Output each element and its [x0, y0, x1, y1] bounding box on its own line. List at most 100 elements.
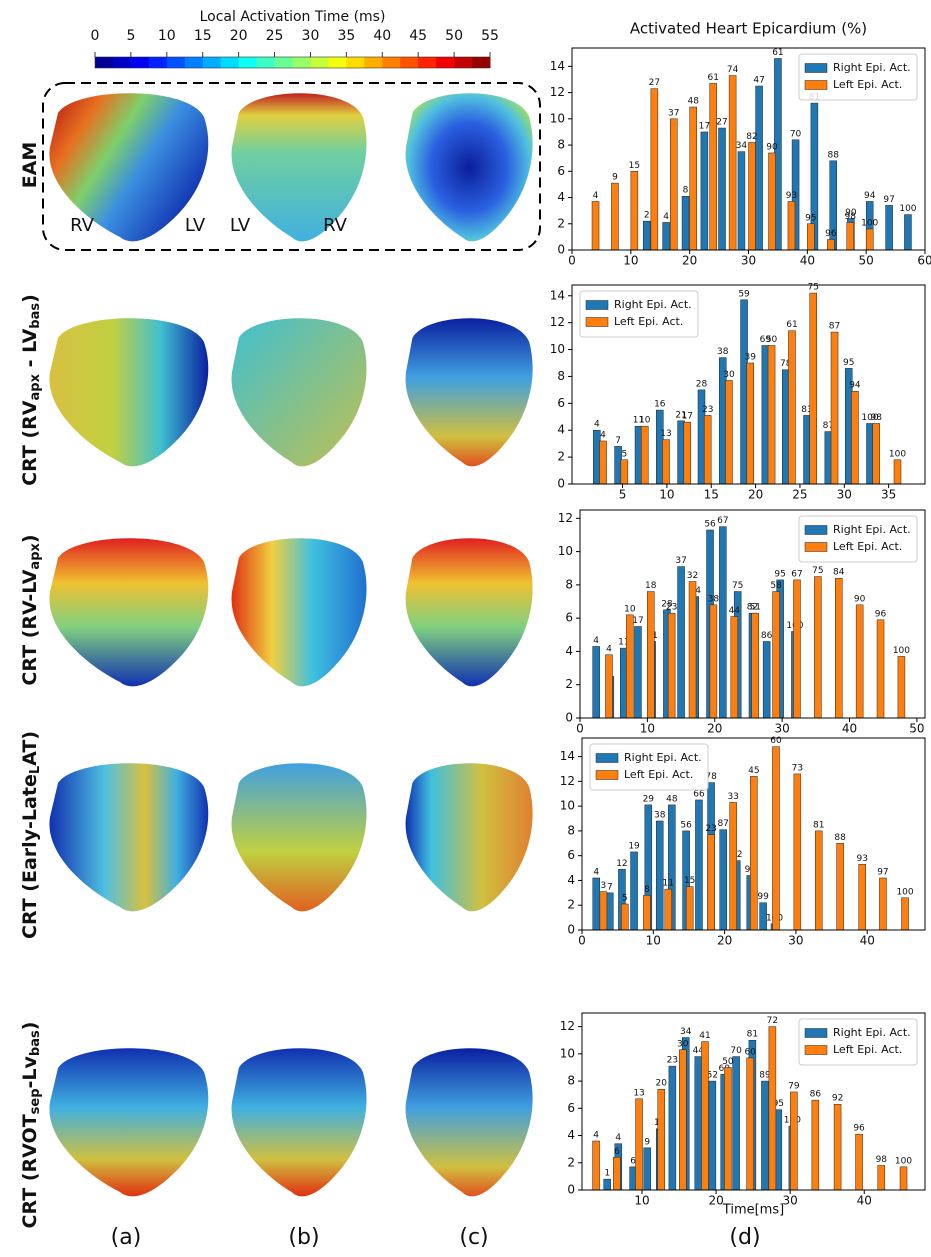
bar [704, 415, 711, 484]
colorbar-band [472, 57, 490, 68]
y-tick-label: 10 [560, 799, 575, 813]
bar [741, 300, 748, 484]
x-tick-label: 10 [646, 934, 661, 948]
bar-annotation: 28 [696, 379, 708, 389]
bar [807, 224, 814, 250]
x-tick-label: 40 [860, 934, 875, 948]
x-tick-label: 60 [917, 254, 931, 268]
heart-label: LV [185, 215, 206, 236]
colorbar-band [275, 57, 293, 68]
row-label-text: - LV [19, 328, 41, 374]
y-tick-label: 10 [560, 1046, 575, 1060]
row-label-text: ) [19, 534, 41, 543]
row-label-text: ) [19, 294, 41, 303]
bar-annotation: 23 [666, 603, 677, 613]
row-label: EAM [19, 142, 41, 189]
x-tick-label: 40 [842, 722, 857, 736]
bar-annotation: 86 [761, 631, 773, 641]
colorbar-tick-label: 20 [230, 28, 248, 44]
colorbar-band [364, 57, 382, 68]
bar-annotation: 27 [649, 78, 660, 88]
row-label-text: -Lv [19, 1055, 41, 1088]
bar [605, 655, 612, 718]
bar [641, 426, 648, 484]
bar-annotation: 95 [774, 569, 785, 579]
bar [678, 567, 685, 718]
row-label-text: CRT (RV-LV [19, 569, 41, 685]
heart-model [406, 1048, 533, 1196]
bar [738, 152, 745, 250]
x-tick-label: 30 [788, 934, 803, 948]
bar [689, 582, 696, 718]
chart-title: Activated Heart Epicardium (%) [630, 20, 867, 38]
heart-model [232, 763, 367, 911]
bar-annotation: 33 [727, 792, 738, 802]
bar [762, 346, 769, 484]
bar-annotation: 94 [864, 191, 876, 201]
bar [725, 380, 732, 484]
colorbar-band [328, 57, 346, 68]
legend-swatch [586, 301, 608, 310]
bar [867, 423, 874, 484]
bar [877, 620, 884, 718]
legend-label: Right Epi. Act. [614, 298, 692, 311]
colorbar-band [346, 57, 364, 68]
heart-model [232, 538, 367, 686]
bar [772, 747, 779, 930]
bar-annotation: 7 [607, 882, 613, 892]
bar [847, 222, 854, 250]
bar [793, 580, 800, 718]
bar-annotation: 100 [895, 1156, 912, 1166]
bar-annotation: 61 [772, 48, 783, 58]
colorbar-band [257, 57, 275, 68]
bar [709, 1081, 716, 1190]
heart-model [49, 318, 208, 466]
legend-swatch [586, 318, 608, 327]
y-tick-label: 2 [557, 216, 565, 230]
bar-annotation: 56 [704, 519, 716, 529]
bar [647, 592, 654, 718]
colorbar-band [149, 57, 167, 68]
bar [749, 142, 756, 250]
y-tick-label: 12 [550, 315, 565, 329]
bar [898, 656, 905, 718]
bar-annotation: 4 [594, 420, 600, 430]
bar [825, 432, 832, 484]
bar-annotation: 90 [766, 142, 778, 152]
bar-annotation: 30 [723, 370, 735, 380]
colorbar-tick-label: 10 [158, 28, 176, 44]
bar [804, 415, 811, 484]
bar-annotation: 58 [770, 581, 782, 591]
legend-swatch [805, 81, 827, 90]
bar-annotation: 100 [893, 646, 910, 656]
bar-annotation: 72 [767, 1016, 778, 1026]
row-label: CRT (Early-LateLAT) [19, 731, 43, 939]
bar [593, 1141, 600, 1190]
bar-annotation: 23 [705, 824, 716, 834]
x-tick-label: 10 [623, 254, 638, 268]
y-tick-label: 6 [567, 848, 575, 862]
bar-annotation: 4 [593, 191, 599, 201]
x-tick-label: 35 [881, 488, 896, 502]
bar [769, 153, 776, 250]
bar [752, 613, 759, 718]
x-tick-label: 30 [837, 488, 852, 502]
x-tick-label: 0 [578, 934, 586, 948]
colorbar-tick-label: 25 [266, 28, 284, 44]
row-label-subscript: sep [28, 1088, 43, 1114]
heart-label: LV [230, 215, 251, 236]
bar [701, 132, 708, 250]
bar-annotation: 10 [624, 604, 636, 614]
heart-model [49, 763, 208, 911]
y-tick-label: 6 [557, 164, 565, 178]
x-tick-label: 20 [748, 488, 763, 502]
bar [856, 1134, 863, 1190]
x-tick-label: 10 [634, 1194, 649, 1208]
bar [656, 410, 663, 484]
bar [747, 363, 754, 484]
bar [643, 895, 650, 930]
y-tick-label: 8 [557, 138, 565, 152]
bar [626, 615, 633, 718]
heart-label: RV [323, 215, 348, 236]
bar-annotation: 27 [716, 118, 727, 128]
